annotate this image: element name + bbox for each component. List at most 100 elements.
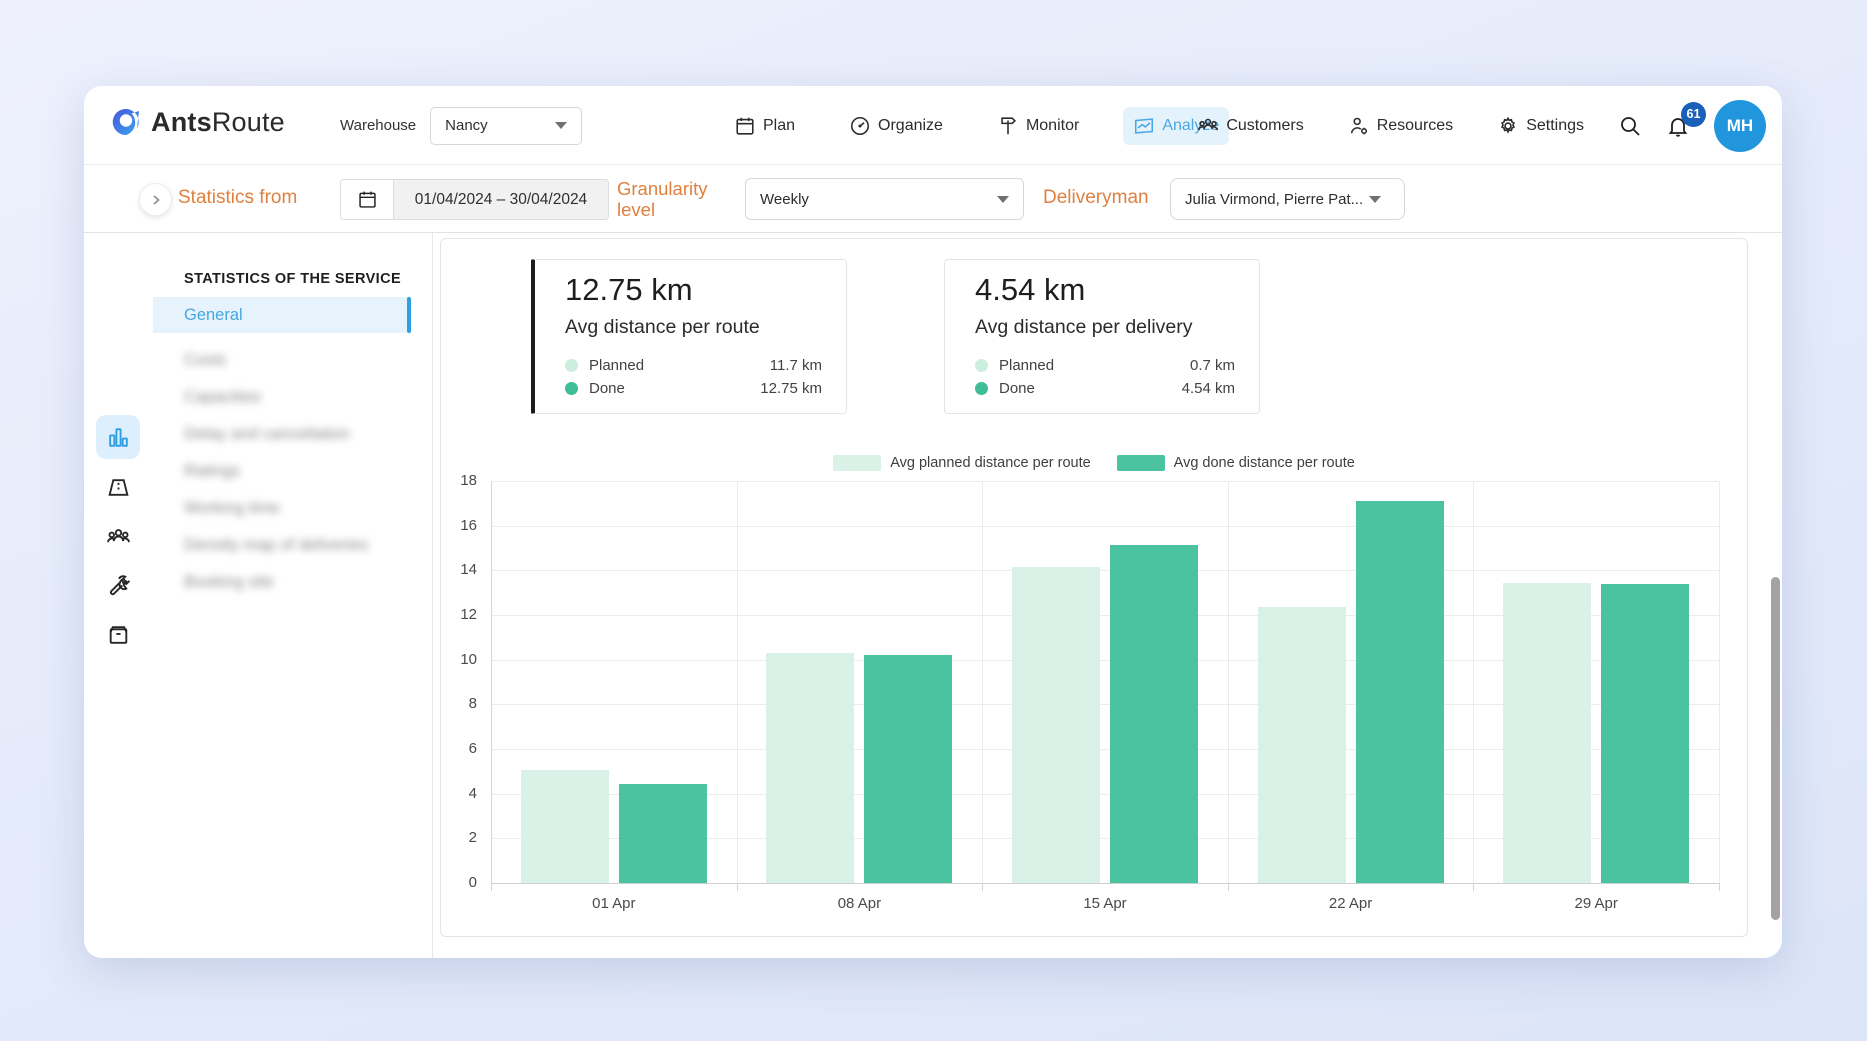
road-icon [106,475,131,500]
package-icon [106,622,131,647]
brand-logo[interactable]: AntsRoute [110,106,285,138]
statistics-menu: STATISTICS OF THE SERVICE General Costs … [153,233,432,958]
signpost-icon [997,115,1019,137]
legend-swatch-done [1117,455,1165,471]
sidebar-item-density-map[interactable]: Density map of deliveries [153,527,411,563]
x-axis-label: 01 Apr [554,895,674,912]
active-indicator [407,297,411,333]
vertical-gridline [491,481,492,883]
notifications-button[interactable]: 61 [1666,114,1690,138]
page-background: AntsRoute Warehouse Nancy Plan Organize [0,0,1867,1041]
stat-value: 4.54 km [975,272,1085,308]
gear-icon [1497,115,1519,137]
sidebar-item-booking-site[interactable]: Booking site [153,564,411,600]
nav-tab-resources[interactable]: Resources [1338,107,1463,145]
app-window: AntsRoute Warehouse Nancy Plan Organize [84,86,1782,958]
rail-item-tools[interactable] [96,562,140,606]
done-dot-icon [565,382,578,395]
bar-done-29-apr[interactable] [1601,584,1689,883]
y-axis-tick-label: 12 [425,606,477,623]
calendar-icon [734,115,756,137]
bar-done-15-apr[interactable] [1110,545,1198,883]
search-icon [1618,114,1642,138]
y-axis-tick-label: 18 [425,472,477,489]
stat-row-planned: Planned 11.7 km [565,355,822,375]
warehouse-select[interactable]: Nancy [430,107,582,145]
sidebar-item-capacities[interactable]: Capacities [153,379,411,415]
bar-done-01-apr[interactable] [619,784,707,883]
granularity-select[interactable]: Weekly [745,178,1024,220]
nav-tab-settings[interactable]: Settings [1487,107,1594,145]
legend-planned[interactable]: Avg planned distance per route [833,455,1090,471]
date-range-value: 01/04/2024 – 30/04/2024 [394,180,608,219]
filter-bar: Statistics from 01/04/2024 – 30/04/2024 … [84,165,1782,233]
nav-tab-monitor[interactable]: Monitor [987,107,1089,145]
warehouse-selected-value: Nancy [445,117,488,134]
search-button[interactable] [1618,114,1642,138]
x-axis-label: 15 Apr [1045,895,1165,912]
chevron-down-icon [997,196,1009,203]
sidebar-item-ratings[interactable]: Ratings [153,453,411,489]
nav-tab-label: Resources [1377,117,1453,135]
bar-planned-15-apr[interactable] [1012,567,1100,883]
chart-panel: 12.75 km Avg distance per route Planned … [440,238,1748,937]
date-range-picker[interactable]: 01/04/2024 – 30/04/2024 [340,179,609,220]
people-group-icon [106,525,131,550]
x-axis-label: 29 Apr [1536,895,1656,912]
bar-planned-22-apr[interactable] [1258,607,1346,883]
sidebar-item-delay[interactable]: Delay and cancellation [153,416,411,452]
x-axis-tick [491,883,492,891]
x-axis-label: 08 Apr [799,895,919,912]
sidebar-item-costs[interactable]: Costs [153,342,411,378]
legend-swatch-planned [833,455,881,471]
rail-item-statistics[interactable] [96,415,140,459]
collapse-filters-button[interactable] [139,183,172,216]
y-axis-tick-label: 16 [425,517,477,534]
menu-item-label: General [184,306,243,325]
bar-planned-01-apr[interactable] [521,770,609,883]
rail-item-team[interactable] [96,515,140,559]
stat-row-planned: Planned 0.7 km [975,355,1235,375]
sidebar-item-general[interactable]: General [153,297,411,333]
y-axis-tick-label: 4 [425,785,477,802]
calendar-button[interactable] [341,180,394,219]
x-axis-tick [982,883,983,891]
user-avatar[interactable]: MH [1714,100,1766,152]
y-axis-tick-label: 2 [425,829,477,846]
bar-planned-29-apr[interactable] [1503,583,1591,883]
notification-badge: 61 [1681,102,1706,127]
vertical-gridline [737,481,738,883]
stat-row-done: Done 12.75 km [565,378,822,398]
nav-tab-plan[interactable]: Plan [724,107,805,145]
done-dot-icon [975,382,988,395]
bar-planned-08-apr[interactable] [766,653,854,883]
deliveryman-select[interactable]: Julia Virmond, Pierre Pat... [1170,178,1405,220]
bar-done-08-apr[interactable] [864,655,952,883]
sidebar-item-working-time[interactable]: Working time [153,490,411,526]
warehouse-group: Warehouse Nancy [340,86,582,165]
chart-line-icon [1133,115,1155,137]
top-nav: AntsRoute Warehouse Nancy Plan Organize [84,86,1782,165]
chevron-down-icon [555,122,567,129]
rail-item-orders[interactable] [96,612,140,656]
nav-tab-customers[interactable]: Customers [1187,107,1313,145]
nav-tab-organize[interactable]: Organize [839,107,953,145]
rail-item-routes[interactable] [96,465,140,509]
bar-done-22-apr[interactable] [1356,501,1444,883]
brand-name: AntsRoute [151,107,285,138]
nav-tab-label: Organize [878,117,943,135]
secondary-nav: Customers Resources Settings 61 MH [1187,86,1766,165]
vertical-scrollbar[interactable] [1771,577,1780,920]
deliveryman-selected-value: Julia Virmond, Pierre Pat... [1185,191,1363,208]
calendar-icon [357,189,378,210]
legend-done[interactable]: Avg done distance per route [1117,455,1355,471]
x-axis-tick [737,883,738,891]
chevron-right-icon [150,194,162,206]
wrench-icon [106,572,131,597]
chevron-down-icon [1369,196,1381,203]
vertical-gridline [1228,481,1229,883]
nav-tab-label: Plan [763,117,795,135]
gridline [491,481,1719,482]
y-axis-tick-label: 8 [425,695,477,712]
y-axis-tick-label: 14 [425,561,477,578]
